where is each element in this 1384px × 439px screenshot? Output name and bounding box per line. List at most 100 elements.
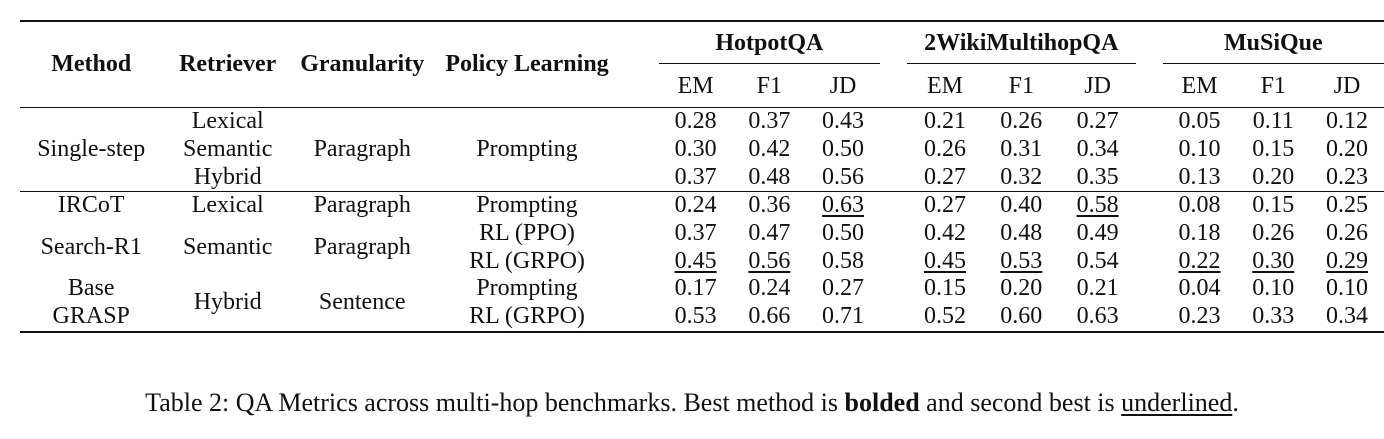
table-row: Single-step Lexical Paragraph Prompting …: [20, 108, 1384, 162]
value-cell: 0.22: [1178, 247, 1221, 274]
value-cell: 0.27: [1076, 108, 1119, 135]
table-row: Search-R1 Semantic Paragraph RL (PPO) 0.…: [20, 220, 1384, 260]
value-cell: 0.34: [1076, 136, 1119, 163]
group-hotpotqa: HotpotQA: [658, 21, 880, 65]
value-cell: 0.42: [923, 220, 966, 247]
metric-f1: F1: [756, 72, 783, 99]
table-row: Semantic 0.30 0.42 0.50 0.26 0.31 0.34 0…: [20, 136, 1384, 164]
table-row: IRCoT Lexical Paragraph Prompting 0.24 0…: [20, 192, 1384, 220]
value-cell: 0.10: [1178, 136, 1221, 163]
value-cell: 0.17: [674, 275, 717, 302]
value-cell: 0.49: [1076, 220, 1119, 247]
value-cell: 0.12: [1326, 108, 1369, 135]
value-cell: 0.63: [1076, 303, 1119, 330]
caption-text: Table 2: QA Metrics across multi-hop ben…: [145, 388, 845, 417]
retriever-cell: Semantic: [183, 233, 273, 260]
value-cell: 0.60: [1000, 303, 1043, 330]
value-cell: 0.10: [1326, 275, 1369, 302]
table-row: Base Hybrid Sentence Prompting 0.17 0.24…: [20, 275, 1384, 333]
policy-cell: Prompting: [476, 192, 578, 219]
value-cell: 0.37: [748, 108, 791, 135]
policy-cell: RL (PPO): [479, 220, 575, 247]
policy-cell: RL (GRPO): [469, 247, 585, 274]
header-retriever: Retriever: [162, 21, 293, 108]
granularity-cell: Sentence: [292, 275, 432, 333]
value-cell: 0.28: [674, 108, 717, 135]
value-cell: 0.34: [1326, 303, 1369, 330]
value-cell: 0.26: [1000, 108, 1043, 135]
value-cell: 0.35: [1076, 163, 1119, 190]
value-cell: 0.48: [1000, 220, 1043, 247]
value-cell: 0.30: [674, 136, 717, 163]
metric-jd: JD: [1333, 72, 1361, 99]
policy-cell: Prompting: [476, 136, 578, 163]
granularity-cell: Paragraph: [313, 192, 411, 219]
value-cell: 0.52: [923, 303, 966, 330]
retriever-cell: Hybrid: [162, 275, 293, 333]
value-cell: 0.50: [822, 136, 865, 163]
table-caption: Table 2: QA Metrics across multi-hop ben…: [0, 388, 1384, 418]
method-cell: GRASP: [52, 303, 130, 330]
value-cell: 0.40: [1000, 192, 1043, 219]
value-cell: 0.27: [822, 275, 865, 302]
value-cell: 0.24: [674, 192, 717, 219]
metric-em: EM: [926, 72, 963, 99]
value-cell: 0.37: [674, 220, 717, 247]
value-cell: 0.42: [748, 136, 791, 163]
value-cell: 0.63: [822, 192, 865, 219]
value-cell: 0.32: [1000, 163, 1043, 190]
value-cell: 0.24: [748, 275, 791, 302]
method-cell: IRCoT: [57, 192, 125, 219]
value-cell: 0.31: [1000, 136, 1043, 163]
header-method: Method: [20, 21, 163, 108]
table-row: RL (GRPO) 0.45 0.56 0.58 0.45 0.53 0.54 …: [20, 247, 1384, 275]
value-cell: 0.58: [1076, 192, 1119, 219]
value-cell: 0.21: [923, 108, 966, 135]
value-cell: 0.08: [1178, 192, 1221, 219]
value-cell: 0.48: [748, 163, 791, 190]
header-granularity: Granularity: [292, 21, 432, 108]
table-row: Hybrid 0.37 0.48 0.56 0.27 0.32 0.35 0.1…: [20, 163, 1384, 192]
retriever-cell: Semantic: [183, 136, 273, 163]
metric-em: EM: [1181, 72, 1218, 99]
value-cell: 0.27: [923, 192, 966, 219]
value-cell: 0.71: [822, 303, 865, 330]
method-cell: Search-R1: [40, 233, 142, 260]
retriever-cell: Lexical: [191, 108, 264, 135]
retriever-cell: Lexical: [191, 192, 264, 219]
value-cell: 0.05: [1178, 108, 1221, 135]
value-cell: 0.20: [1252, 163, 1295, 190]
value-cell: 0.27: [923, 163, 966, 190]
value-cell: 0.37: [674, 163, 717, 190]
metric-jd: JD: [1084, 72, 1111, 99]
value-cell: 0.26: [1252, 220, 1295, 247]
results-table: Method Retriever Granularity Policy Lear…: [20, 20, 1384, 333]
metric-jd: JD: [829, 72, 857, 99]
caption-text: and second best is: [919, 388, 1122, 417]
value-cell: 0.11: [1252, 108, 1294, 135]
metric-em: EM: [677, 72, 714, 99]
value-cell: 0.56: [822, 163, 865, 190]
value-cell: 0.50: [822, 220, 865, 247]
policy-cell: RL (GRPO): [469, 303, 585, 330]
caption-underlined-word: underlined: [1121, 388, 1233, 417]
value-cell: 0.25: [1326, 192, 1369, 219]
value-cell: 0.56: [748, 247, 791, 274]
table-row: GRASP RL (GRPO) 0.53 0.66 0.71 0.52 0.60…: [20, 303, 1384, 332]
policy-cell: Prompting: [476, 275, 578, 302]
value-cell: 0.23: [1326, 163, 1369, 190]
value-cell: 0.20: [1326, 136, 1369, 163]
group-musique: MuSiQue: [1162, 21, 1384, 65]
value-cell: 0.20: [1000, 275, 1043, 302]
value-cell: 0.23: [1178, 303, 1221, 330]
retriever-cell: Hybrid: [193, 163, 262, 190]
value-cell: 0.15: [1252, 192, 1295, 219]
value-cell: 0.45: [923, 247, 966, 274]
value-cell: 0.47: [748, 220, 791, 247]
value-cell: 0.36: [748, 192, 791, 219]
value-cell: 0.53: [1000, 247, 1043, 274]
value-cell: 0.54: [1076, 247, 1119, 274]
value-cell: 0.21: [1076, 275, 1119, 302]
granularity-cell: Paragraph: [313, 136, 411, 163]
method-cell: Base: [67, 275, 115, 302]
